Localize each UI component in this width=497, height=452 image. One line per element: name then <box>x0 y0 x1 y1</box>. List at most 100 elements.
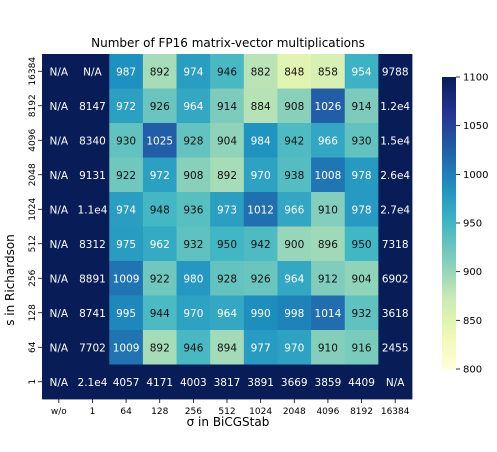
cell-value-label: 948 <box>150 204 170 216</box>
cell-value-label: 1012 <box>247 204 274 216</box>
heatmap-cell <box>75 261 110 296</box>
heatmap-cell <box>344 261 379 296</box>
cell-value-label: 904 <box>217 135 237 147</box>
heatmap-cell <box>210 157 245 193</box>
heatmap-cell <box>75 157 110 193</box>
cell-value-label: 998 <box>284 308 304 320</box>
heatmap-cell <box>243 157 278 193</box>
cell-value-label: 995 <box>116 308 136 320</box>
cell-value-label: 914 <box>217 101 237 113</box>
x-tick-label: 128 <box>151 407 168 417</box>
cell-value-label: 928 <box>217 273 237 285</box>
cell-value-label: 966 <box>318 135 338 147</box>
cell-value-label: N/A <box>50 377 69 389</box>
x-tick-label: 16384 <box>381 407 410 417</box>
cell-value-label: N/A <box>50 239 69 251</box>
heatmap-cell <box>176 330 211 365</box>
heatmap-cell <box>176 192 211 227</box>
heatmap-cell <box>277 330 312 365</box>
cell-value-label: 9131 <box>79 170 106 182</box>
cell-value-label: 964 <box>284 273 304 285</box>
heatmap-cell <box>277 157 312 193</box>
cell-value-label: 973 <box>217 204 237 216</box>
cell-value-label: 3859 <box>315 377 342 389</box>
heatmap-cell <box>210 330 245 365</box>
heatmap-cell <box>176 54 211 89</box>
cell-value-label: 916 <box>352 342 372 354</box>
heatmap-cell <box>311 330 346 365</box>
cell-value-label: 975 <box>116 239 136 251</box>
cell-value-label: 858 <box>318 66 338 78</box>
cell-value-label: 987 <box>116 66 136 78</box>
y-tick-label: 2048 <box>28 163 38 186</box>
heatmap-cell <box>277 54 312 89</box>
cell-value-label: 892 <box>150 342 170 354</box>
heatmap-cell <box>378 192 413 227</box>
cell-value-label: 950 <box>352 239 372 251</box>
heatmap-cell <box>378 226 413 262</box>
heatmap-cell <box>42 330 77 365</box>
heatmap-cell <box>210 123 245 158</box>
cell-value-label: N/A <box>50 101 69 113</box>
heatmap-cell <box>344 123 379 158</box>
cell-value-label: 3618 <box>382 308 409 320</box>
cell-value-label: 954 <box>352 66 372 78</box>
cell-value-label: 910 <box>318 342 338 354</box>
cell-value-label: 930 <box>352 135 372 147</box>
cell-value-label: 922 <box>150 273 170 285</box>
heatmap-cell <box>344 364 379 400</box>
cell-value-label: 4171 <box>146 377 173 389</box>
heatmap-cell <box>142 88 177 124</box>
heatmap-cell <box>142 192 177 227</box>
heatmap-cell <box>109 226 144 262</box>
heatmap-cell <box>142 157 177 193</box>
heatmap-cell <box>210 192 245 227</box>
cell-value-label: N/A <box>83 66 102 78</box>
heatmap-cell <box>210 364 245 400</box>
heatmap-cell <box>378 364 413 400</box>
heatmap-cell <box>378 330 413 365</box>
cell-value-label: N/A <box>386 377 405 389</box>
heatmap-cell <box>311 295 346 331</box>
cell-value-label: 926 <box>150 101 170 113</box>
heatmap-cell <box>176 123 211 158</box>
colorbar-tick-label: 1100 <box>463 73 488 84</box>
cell-value-label: 932 <box>183 239 203 251</box>
cell-value-label: 938 <box>284 170 304 182</box>
cell-value-label: 1026 <box>315 101 342 113</box>
y-tick-label: 64 <box>28 341 38 353</box>
cell-value-label: 7318 <box>382 239 409 251</box>
heatmap-cell <box>75 226 110 262</box>
y-tick-label: 1 <box>28 379 38 385</box>
heatmap-cell <box>378 261 413 296</box>
heatmap-cell <box>243 364 278 400</box>
cell-value-label: 1025 <box>146 135 173 147</box>
heatmap-cell <box>210 226 245 262</box>
cell-value-label: 930 <box>116 135 136 147</box>
heatmap-cell <box>344 88 379 124</box>
chart-title: Number of FP16 matrix-vector multiplicat… <box>91 36 365 50</box>
heatmap-cells <box>42 54 413 400</box>
heatmap-cell <box>344 192 379 227</box>
heatmap-cell <box>109 157 144 193</box>
heatmap-cell <box>311 123 346 158</box>
heatmap-cell <box>210 88 245 124</box>
heatmap-cell <box>378 88 413 124</box>
heatmap-cell <box>75 88 110 124</box>
heatmap-cell <box>176 88 211 124</box>
cell-value-label: 922 <box>116 170 136 182</box>
heatmap-cell <box>311 261 346 296</box>
x-tick-label: 256 <box>185 407 202 417</box>
x-tick-label: 4096 <box>316 407 339 417</box>
heatmap-cell <box>109 364 144 400</box>
heatmap-cell <box>75 192 110 227</box>
x-axis-label: σ in BiCGStab <box>187 415 270 429</box>
y-axis-label: s in Richardson <box>3 234 17 326</box>
cell-value-labels: N/A N/A 987 892 974 946 882 848 858 954 9788 N/A 814… <box>50 66 411 389</box>
heatmap-cell <box>42 54 77 89</box>
heatmap-cell <box>311 364 346 400</box>
heatmap-cell <box>142 261 177 296</box>
x-tick-label: w/o <box>51 407 67 417</box>
cell-value-label: 1008 <box>315 170 342 182</box>
cell-value-label: 882 <box>251 66 271 78</box>
